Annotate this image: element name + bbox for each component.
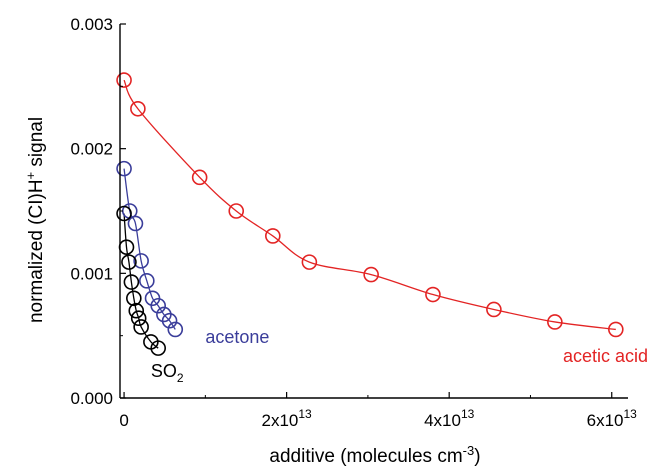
x-tick-label: 4x1013 [424, 407, 475, 430]
x-tick-exponent: 13 [624, 407, 638, 421]
fit-curves [123, 79, 616, 349]
data-point [123, 274, 140, 290]
series-label: SO2 [151, 361, 184, 385]
data-point [116, 160, 132, 177]
fit-curve [123, 79, 616, 331]
data-point [150, 340, 167, 356]
data-point [150, 297, 167, 314]
data-point [191, 169, 208, 186]
series-name: acetone [205, 327, 269, 347]
data-point [608, 321, 624, 338]
series-name: acetic acid [563, 346, 647, 366]
series-labels: acetic acid acetone SO2 [151, 327, 647, 385]
data-point [121, 254, 137, 270]
data-point [116, 205, 132, 222]
data-point [425, 286, 441, 303]
y-tick-label: 0.002 [70, 140, 113, 159]
x-tick-mantissa: 6x10 [587, 411, 624, 430]
x-axis-label-end: ) [474, 446, 480, 467]
series-name: SO [151, 361, 177, 381]
data-point [265, 228, 281, 244]
data-point [228, 203, 245, 219]
y-axis-label: normalized (CI)H+ signal [23, 117, 47, 323]
data-point [116, 72, 132, 88]
y-axis-label-sup: + [23, 172, 38, 180]
x-tick-exponent: 13 [298, 407, 312, 421]
x-tick-mantissa: 4x10 [424, 411, 461, 430]
y-axis-label-main: normalized (CI)H [26, 179, 47, 323]
x-tick-label: 0 [119, 411, 128, 430]
data-point [301, 254, 318, 270]
x-axis-label: additive (molecules cm-3) [269, 443, 480, 467]
data-points [116, 72, 624, 356]
data-point [133, 319, 149, 335]
data-point [486, 301, 502, 318]
y-axis-label-end: signal [26, 117, 47, 172]
data-point [130, 100, 146, 117]
data-point [167, 321, 184, 338]
y-tick-label: 0.003 [70, 15, 113, 34]
data-point [139, 273, 155, 289]
data-point [363, 266, 379, 283]
data-point [128, 302, 145, 319]
series-label: acetic acid [563, 346, 647, 366]
series-label: acetone [205, 327, 269, 347]
data-point [133, 253, 149, 269]
x-axis-label-main: additive (molecules cm [269, 446, 462, 467]
y-tick-label: 0.000 [70, 389, 113, 408]
data-point [127, 215, 144, 232]
series-name-subscript: 2 [177, 371, 184, 385]
data-point [130, 310, 147, 327]
data-point [126, 290, 142, 307]
x-tick-exponent: 13 [461, 407, 475, 421]
x-tick-label: 2x1013 [262, 407, 313, 430]
data-point [161, 312, 178, 329]
y-tick-label: 0.001 [70, 264, 113, 283]
x-tick-mantissa: 2x10 [262, 411, 299, 430]
x-axis-label-sup: -3 [463, 443, 475, 458]
x-tick-mantissa: 0 [119, 411, 128, 430]
data-point [547, 314, 563, 330]
x-tick-label: 6x1013 [587, 407, 638, 430]
